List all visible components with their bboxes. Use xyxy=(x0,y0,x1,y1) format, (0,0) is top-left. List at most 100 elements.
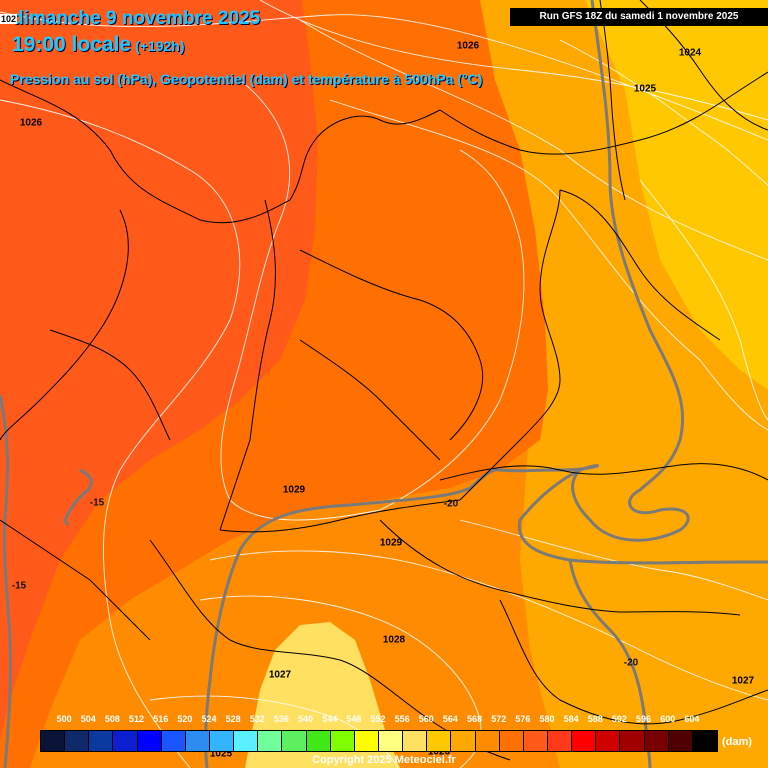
border-west xyxy=(219,199,276,531)
isotherm-minus-20 xyxy=(204,0,690,768)
coastline xyxy=(0,209,129,441)
legend-swatch xyxy=(185,731,210,751)
isobar-value-label: 1027 xyxy=(268,669,292,681)
legend-swatch xyxy=(354,731,379,751)
legend-value-label: 536 xyxy=(273,714,289,724)
legend-swatch xyxy=(523,731,548,751)
legend-swatch xyxy=(65,731,90,751)
isobar-line xyxy=(259,0,768,121)
legend-value-label: 528 xyxy=(225,714,241,724)
isobar-line xyxy=(220,79,381,521)
isobar-line xyxy=(379,149,525,511)
legend-value-label: 540 xyxy=(298,714,314,724)
zone-580-584 xyxy=(585,0,768,390)
border-east xyxy=(459,189,561,501)
legend-swatch xyxy=(499,731,524,751)
legend-swatch xyxy=(234,731,259,751)
legend-swatch xyxy=(692,731,717,751)
legend-swatch xyxy=(209,731,235,751)
isobar-value-label: 1026 xyxy=(427,746,451,758)
isobar-line xyxy=(329,99,768,431)
legend-value-label: 544 xyxy=(322,714,338,724)
legend-swatch xyxy=(330,731,355,751)
legend-value-label: 524 xyxy=(201,714,217,724)
isobar-value-label: 1024 xyxy=(678,47,702,59)
forecast-time: 19:00 locale (+192h) xyxy=(12,33,185,57)
border-austria-hungary xyxy=(379,519,741,616)
legend-value-label: 532 xyxy=(249,714,265,724)
legend-swatch xyxy=(547,731,573,751)
isobar-line xyxy=(639,179,768,421)
legend-value-label: 576 xyxy=(515,714,531,724)
legend-swatch xyxy=(668,731,693,751)
legend-value-label: 600 xyxy=(660,714,676,724)
isobar-line xyxy=(299,19,768,261)
legend-swatch xyxy=(306,731,331,751)
legend-value-label: 604 xyxy=(684,714,700,724)
legend-value-label: 556 xyxy=(394,714,410,724)
isobar-line xyxy=(0,99,241,768)
legend-value-label: 588 xyxy=(587,714,603,724)
map-subtitle: Pression au sol (hPa), Geopotentiel (dam… xyxy=(10,71,483,87)
coastline xyxy=(289,109,441,201)
legend-value-label: 568 xyxy=(467,714,483,724)
border-benelux xyxy=(49,329,171,441)
legend-value-label: 552 xyxy=(370,714,386,724)
legend-swatch xyxy=(258,731,283,751)
legend-swatch xyxy=(620,731,645,751)
legend-swatch xyxy=(644,731,669,751)
forecast-date: dimanche 9 novembre 2025 xyxy=(12,8,261,29)
legend-value-label: 520 xyxy=(177,714,193,724)
border-france xyxy=(0,519,151,641)
legend-value-label: 560 xyxy=(418,714,434,724)
border-lithuania xyxy=(599,0,626,201)
isotherm-minus-15 xyxy=(0,394,13,768)
isobar-value-label: 1026 xyxy=(456,40,480,52)
border-states xyxy=(299,339,441,461)
baltic-coast xyxy=(439,71,768,155)
legend-swatch xyxy=(596,731,621,751)
legend-color-bar xyxy=(40,730,718,752)
isobar-value-label: 1026 xyxy=(19,117,43,129)
legend-swatch xyxy=(572,731,597,751)
legend-value-label: 512 xyxy=(129,714,145,724)
legend-swatch xyxy=(89,731,114,751)
legend-value-label: 596 xyxy=(636,714,652,724)
isotherm-value-label: -20 xyxy=(623,657,639,669)
isobar-value-label: 1027 xyxy=(731,675,755,687)
isobar-value-label: 1029 xyxy=(379,537,403,549)
border-czech-slovak xyxy=(439,463,768,481)
isobar-value-label: 1025 xyxy=(209,748,233,760)
legend-swatch xyxy=(427,731,452,751)
isotherm-minus-15-loop xyxy=(63,468,93,526)
border-states xyxy=(299,249,484,441)
legend-value-label: 584 xyxy=(563,714,579,724)
legend-swatch xyxy=(282,731,307,751)
edge-isobar-label: 102 xyxy=(0,14,18,24)
isobar-line xyxy=(559,39,768,186)
legend-swatch xyxy=(161,731,186,751)
isobar-value-label: 1029 xyxy=(282,484,306,496)
legend-value-label: 508 xyxy=(104,714,120,724)
isotherm-value-label: -15 xyxy=(11,580,27,592)
legend-swatch xyxy=(378,731,404,751)
zone-564-568 xyxy=(0,0,318,740)
border-poland xyxy=(559,189,721,341)
legend-swatch xyxy=(403,731,428,751)
legend-value-label: 564 xyxy=(442,714,458,724)
copyright-notice: Copyright 2025 Meteociel.fr xyxy=(312,754,456,766)
run-info-label: Run GFS 18Z du samedi 1 novembre 2025 xyxy=(510,8,768,26)
legend-value-label: 548 xyxy=(346,714,362,724)
isotherm-minus-20-east xyxy=(517,468,768,565)
legend-value-label: 500 xyxy=(56,714,72,724)
isotherm-value-label: -20 xyxy=(443,498,459,510)
legend-swatch xyxy=(41,731,66,751)
legend-swatch xyxy=(451,731,476,751)
isobar-value-label: 1028 xyxy=(382,634,406,646)
forecast-lead-time: (+192h) xyxy=(135,38,185,54)
legend-value-label: 580 xyxy=(539,714,555,724)
